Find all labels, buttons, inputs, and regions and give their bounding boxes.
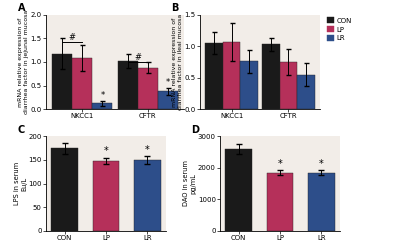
Bar <box>267 173 293 231</box>
Bar <box>158 91 178 109</box>
Bar <box>92 103 112 109</box>
Text: *: * <box>319 159 324 169</box>
Bar <box>262 44 280 109</box>
Bar <box>118 61 138 109</box>
Bar <box>226 149 252 231</box>
Bar <box>297 75 314 109</box>
Y-axis label: mRNA relative expression of
diarrhea factor in jejunal mucosa: mRNA relative expression of diarrhea fac… <box>18 10 29 114</box>
Text: *: * <box>166 78 170 87</box>
Bar <box>52 148 78 231</box>
Text: *: * <box>104 146 108 156</box>
Text: A: A <box>18 3 26 13</box>
Text: #: # <box>134 53 141 62</box>
Bar <box>138 68 158 109</box>
Legend: CON, LP, LR: CON, LP, LR <box>326 16 352 42</box>
Text: *: * <box>278 159 282 169</box>
Text: D: D <box>191 125 199 135</box>
Y-axis label: DAO in serum
pg/mL: DAO in serum pg/mL <box>184 161 196 206</box>
Bar <box>72 58 92 109</box>
Text: *: * <box>145 145 150 155</box>
Text: C: C <box>17 125 24 135</box>
Bar <box>308 173 334 231</box>
Text: B: B <box>171 3 178 13</box>
Bar <box>93 161 119 231</box>
Text: *: * <box>100 91 104 100</box>
Text: #: # <box>69 33 76 42</box>
Bar <box>206 43 223 109</box>
Bar <box>240 61 258 109</box>
Y-axis label: mRNA relative expression of
diarrhea factor in ileal mucosa: mRNA relative expression of diarrhea fac… <box>172 14 183 110</box>
Bar <box>280 62 297 109</box>
Bar <box>134 160 160 231</box>
Y-axis label: LPS in serum
Eu/L: LPS in serum Eu/L <box>14 162 27 205</box>
Bar <box>52 54 72 109</box>
Bar <box>223 42 240 109</box>
